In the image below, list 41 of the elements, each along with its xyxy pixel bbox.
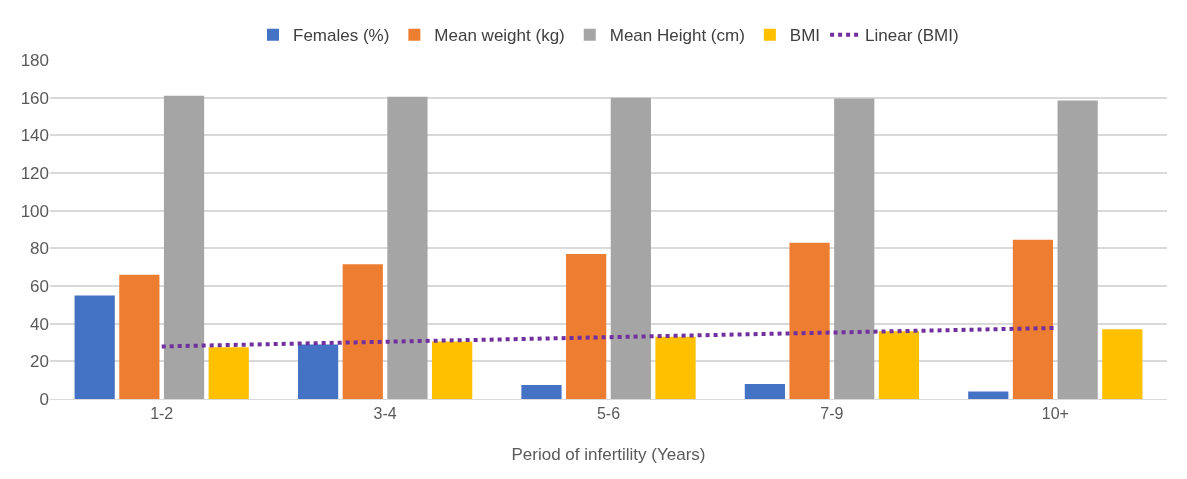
legend-label: Mean Height (cm) bbox=[609, 26, 745, 46]
x-tick-label: 3-4 bbox=[373, 405, 397, 423]
y-tick-label: 40 bbox=[30, 314, 49, 334]
x-tick-label: 5-6 bbox=[596, 405, 621, 423]
legend-label: Linear (BMI) bbox=[865, 26, 959, 46]
bar bbox=[387, 96, 428, 399]
bar bbox=[74, 295, 115, 399]
bar bbox=[163, 95, 205, 399]
y-tick-label: 100 bbox=[20, 201, 49, 221]
bar bbox=[878, 331, 920, 399]
x-tick-label: 7-9 bbox=[820, 405, 844, 423]
x-axis-title: Period of infertility (Years) bbox=[511, 445, 706, 464]
x-tick-label: 10+ bbox=[1041, 405, 1069, 423]
bar bbox=[1102, 329, 1143, 399]
y-tick-label: 60 bbox=[30, 276, 49, 296]
bar bbox=[297, 344, 339, 399]
bar bbox=[521, 384, 562, 399]
bar bbox=[655, 336, 696, 399]
y-tick-label: 140 bbox=[20, 126, 49, 146]
bar bbox=[1012, 239, 1054, 399]
bar bbox=[610, 97, 651, 399]
bar bbox=[968, 391, 1009, 399]
bar bbox=[208, 347, 249, 399]
y-tick-label: 160 bbox=[20, 88, 49, 108]
x-tick-label: 1-2 bbox=[150, 405, 174, 423]
bar bbox=[1057, 100, 1098, 399]
bar bbox=[119, 274, 160, 399]
legend-label: BMI bbox=[789, 26, 821, 46]
y-tick-label: 0 bbox=[39, 389, 49, 409]
bar bbox=[744, 383, 785, 399]
y-tick-label: 120 bbox=[20, 163, 49, 183]
bar bbox=[566, 253, 607, 399]
bar bbox=[834, 98, 875, 399]
bar bbox=[789, 242, 830, 399]
y-tick-label: 180 bbox=[20, 50, 49, 70]
y-tick-label: 80 bbox=[30, 239, 49, 259]
bar bbox=[342, 264, 383, 399]
legend-label: Females (%) bbox=[293, 26, 390, 46]
y-tick-label: 20 bbox=[30, 352, 49, 372]
bar bbox=[432, 341, 473, 399]
legend-label: Mean weight (kg) bbox=[434, 26, 565, 46]
